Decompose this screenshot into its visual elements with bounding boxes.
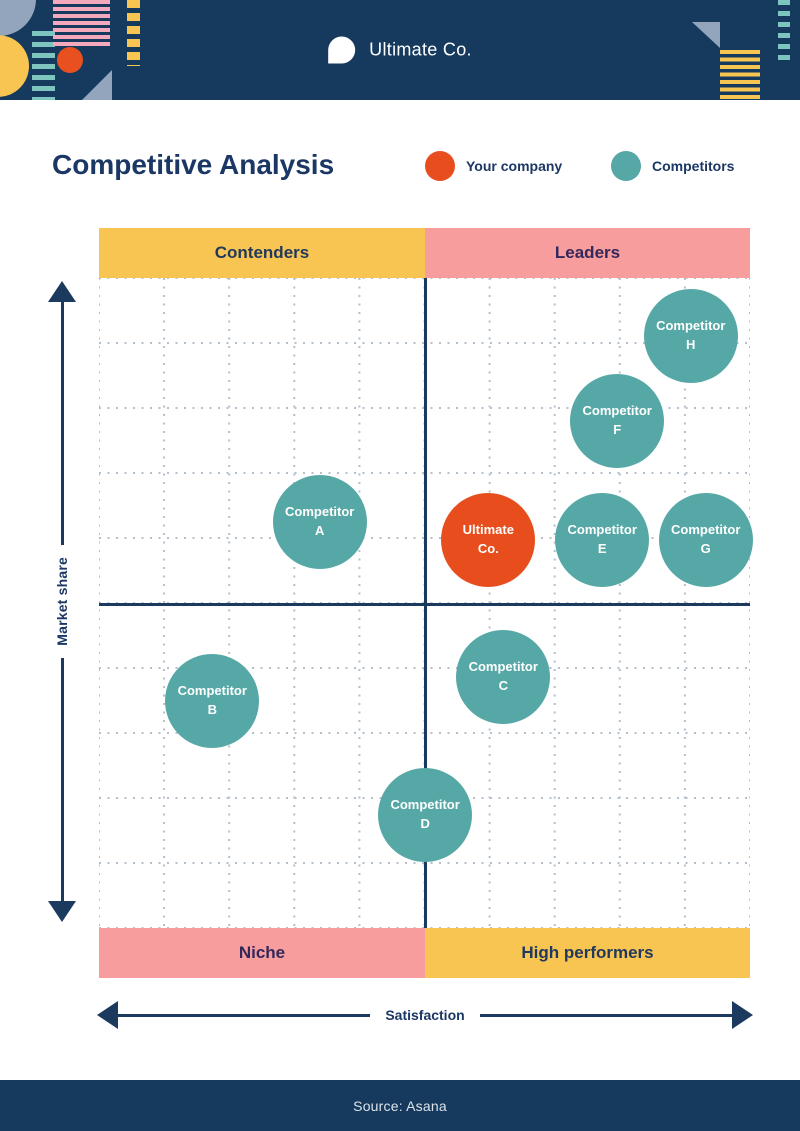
arrow-right-icon xyxy=(732,1001,754,1029)
deco-yellow-stripes-right xyxy=(720,50,760,100)
deco-teal-dashes-left xyxy=(32,31,55,100)
arrow-left-icon xyxy=(97,1001,118,1029)
brand: Ultimate Co. xyxy=(328,36,472,64)
competitors-dot-icon xyxy=(611,151,641,181)
bubble-label: Competitor D xyxy=(390,797,460,831)
quadrant-label-contenders: Contenders xyxy=(99,228,425,278)
plot-area: Ultimate Co. Competitor A Competitor B Competi… xyxy=(99,278,753,928)
bubble-competitor-e: Competitor E xyxy=(555,492,650,587)
x-axis-label: Satisfaction xyxy=(385,1007,465,1023)
bubble-label: Competitor H xyxy=(656,318,726,352)
x-axis-line-right xyxy=(479,1013,733,1017)
bubble-competitor-h: Competitor H xyxy=(643,288,738,383)
bubble-competitor-g: Competitor G xyxy=(658,492,753,587)
arrow-down-icon xyxy=(48,901,76,922)
bubble-competitor-a: Competitor A xyxy=(272,474,367,569)
bubble-competitor-f: Competitor F xyxy=(570,374,665,468)
bubble-label: Competitor A xyxy=(285,503,355,538)
deco-gray-triangle-right xyxy=(692,22,720,48)
legend-label: Competitors xyxy=(652,158,735,174)
page-title: Competitive Analysis xyxy=(52,149,335,180)
header-bar: Ultimate Co. xyxy=(0,0,800,100)
bubble-label: Competitor G xyxy=(671,522,741,556)
bubble-ultimate-co: Ultimate Co. xyxy=(441,492,536,587)
y-axis: Market share xyxy=(48,281,76,922)
source-text: Source: Asana xyxy=(353,1097,447,1114)
y-axis-line-bottom xyxy=(60,657,64,901)
x-axis-line-left xyxy=(118,1013,371,1017)
quadrant-label-high-performers: High performers xyxy=(425,928,750,978)
quadrant-label-leaders: Leaders xyxy=(425,228,750,278)
deco-gray-triangle-left xyxy=(82,70,112,100)
legend-item-your-company: Your company xyxy=(425,151,562,181)
legend-label: Your company xyxy=(466,158,563,174)
bubble-label: Competitor E xyxy=(567,522,637,556)
quadrant-chart: Contenders Leaders Ultimate Co. Competitor… xyxy=(99,228,753,978)
bubble-competitor-d: Competitor D xyxy=(378,767,473,862)
quadrant-label-niche: Niche xyxy=(99,928,425,978)
center-line-horizontal xyxy=(99,603,750,606)
bubble-competitor-c: Competitor C xyxy=(456,630,551,725)
brand-name: Ultimate Co. xyxy=(369,39,472,60)
bubble-label: Ultimate Co. xyxy=(462,522,514,556)
brand-logo-icon xyxy=(328,36,356,64)
deco-yellow-dashes-left xyxy=(127,0,140,66)
deco-pink-stripes xyxy=(53,0,110,46)
bubble-label: Competitor B xyxy=(177,683,247,718)
footer-bar: Source: Asana xyxy=(0,1080,800,1131)
bubble-competitor-b: Competitor B xyxy=(165,654,260,749)
arrow-up-icon xyxy=(48,281,76,302)
quadrant-bottom-labels: Niche High performers xyxy=(99,928,750,978)
deco-yellow-circle xyxy=(0,35,29,97)
deco-orange-circle xyxy=(57,47,83,73)
legend: Your company Competitors xyxy=(0,151,800,181)
deco-teal-dashes-right xyxy=(778,0,790,66)
legend-item-competitors: Competitors xyxy=(611,151,734,181)
y-axis-label: Market share xyxy=(54,557,70,646)
x-axis: Satisfaction xyxy=(97,1001,754,1029)
y-axis-line-top xyxy=(60,302,64,546)
bubble-label: Competitor F xyxy=(582,403,652,437)
your-company-dot-icon xyxy=(425,151,455,181)
deco-gray-circle xyxy=(0,0,36,36)
quadrant-top-labels: Contenders Leaders xyxy=(99,228,750,278)
bubble-label: Competitor C xyxy=(468,659,538,694)
